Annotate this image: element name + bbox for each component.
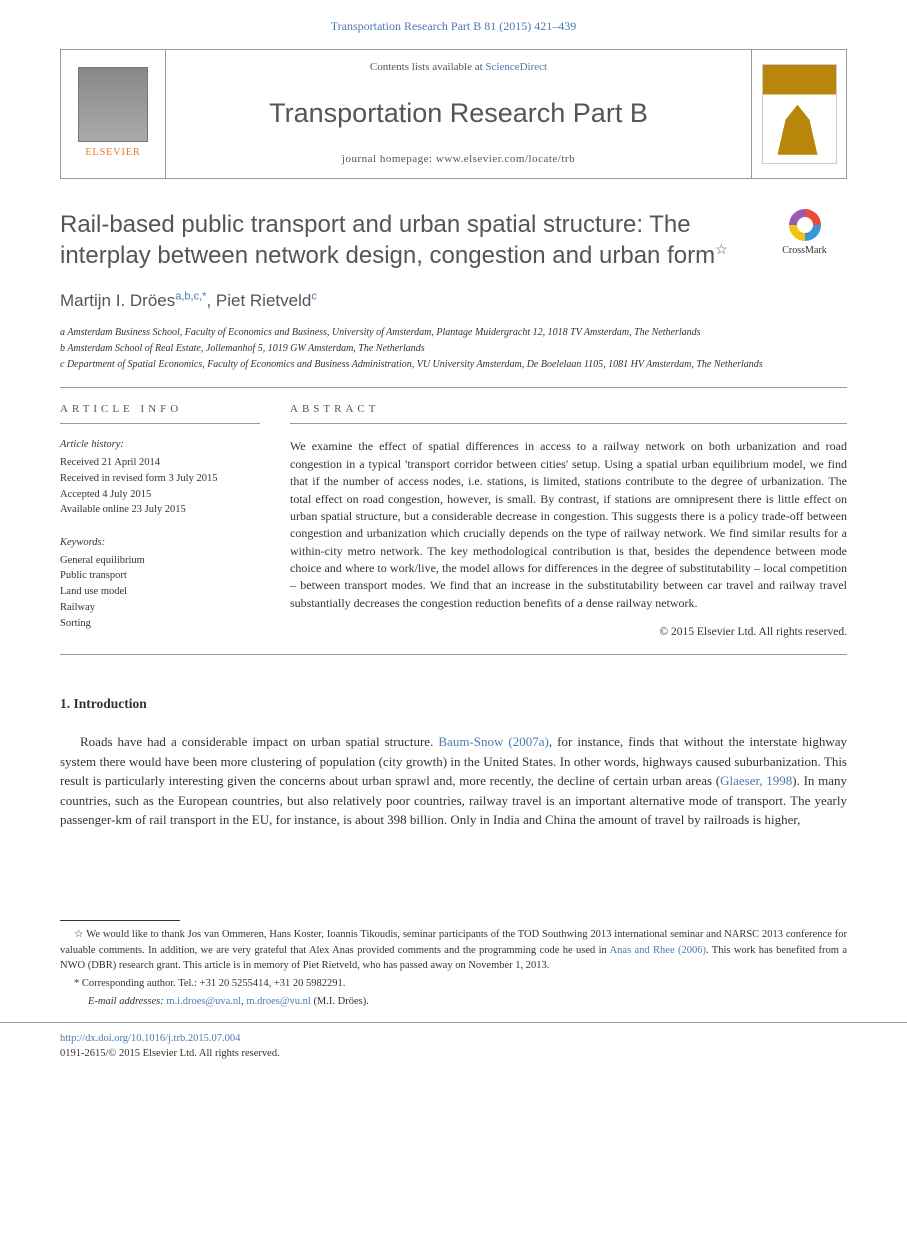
bottom-doi-block: http://dx.doi.org/10.1016/j.trb.2015.07.… (0, 1022, 907, 1083)
footnote-star: ☆ We would like to thank Jos van Ommeren… (60, 927, 847, 974)
affiliation-b: b Amsterdam School of Real Estate, Jolle… (60, 341, 847, 356)
author-1[interactable]: Martijn I. Dröes (60, 291, 175, 310)
homepage-label: journal homepage: (342, 153, 436, 165)
doi-link[interactable]: http://dx.doi.org/10.1016/j.trb.2015.07.… (60, 1033, 240, 1044)
footnote-corresponding: * Corresponding author. Tel.: +31 20 525… (60, 976, 847, 992)
email-author: (M.I. Dröes). (311, 996, 369, 1007)
crossmark-badge[interactable]: CrossMark (762, 209, 847, 258)
crossmark-label: CrossMark (782, 245, 826, 256)
crossmark-icon (789, 209, 821, 241)
email-2[interactable]: m.droes@vu.nl (246, 996, 311, 1007)
title-text: Rail-based public transport and urban sp… (60, 211, 715, 269)
journal-homepage: journal homepage: www.elsevier.com/locat… (166, 152, 751, 167)
author-1-affil: a,b,c,* (175, 291, 206, 303)
keyword-1: General equilibrium (60, 553, 260, 569)
article-title: Rail-based public transport and urban sp… (60, 209, 742, 271)
footnote-email: E-mail addresses: m.i.droes@uva.nl, m.dr… (60, 994, 847, 1010)
article-info-heading: ARTICLE INFO (60, 402, 260, 424)
issn-copyright: 0191-2615/© 2015 Elsevier Ltd. All right… (60, 1048, 280, 1059)
header-center: Contents lists available at ScienceDirec… (166, 50, 751, 178)
intro-paragraph-1: Roads have had a considerable impact on … (60, 732, 847, 830)
footnotes: ☆ We would like to thank Jos van Ommeren… (60, 921, 847, 1022)
keywords-block: Keywords: General equilibrium Public tra… (60, 536, 260, 631)
sciencedirect-link[interactable]: ScienceDirect (485, 61, 547, 73)
author-2[interactable]: Piet Rietveld (216, 291, 311, 310)
history-online: Available online 23 July 2015 (60, 502, 260, 518)
author-2-affil: c (311, 291, 317, 303)
history-received: Received 21 April 2014 (60, 455, 260, 471)
abstract-text: We examine the effect of spatial differe… (290, 438, 847, 612)
p1-prefix: Roads have had a considerable impact on … (80, 734, 438, 749)
journal-name: Transportation Research Part B (166, 95, 751, 133)
abstract-heading: ABSTRACT (290, 402, 847, 424)
contents-prefix: Contents lists available at (370, 61, 485, 73)
email-1[interactable]: m.i.droes@uva.nl (166, 996, 241, 1007)
keywords-label: Keywords: (60, 536, 260, 551)
authors: Martijn I. Dröesa,b,c,*, Piet Rietveldc (60, 289, 847, 313)
affiliation-a: a Amsterdam Business School, Faculty of … (60, 325, 847, 340)
keyword-2: Public transport (60, 568, 260, 584)
affiliation-c: c Department of Spatial Economics, Facul… (60, 357, 847, 372)
citation-anas-rhee[interactable]: Anas and Rhee (2006) (610, 945, 706, 956)
history-accepted: Accepted 4 July 2015 (60, 487, 260, 503)
citation-glaeser[interactable]: Glaeser, 1998 (720, 773, 792, 788)
section-1-heading: 1. Introduction (60, 695, 847, 714)
keyword-4: Railway (60, 600, 260, 616)
history-revised: Received in revised form 3 July 2015 (60, 471, 260, 487)
homepage-url[interactable]: www.elsevier.com/locate/trb (436, 153, 575, 165)
abstract-column: ABSTRACT We examine the effect of spatia… (290, 402, 847, 640)
journal-header: ELSEVIER Contents lists available at Sci… (60, 49, 847, 179)
keyword-5: Sorting (60, 616, 260, 632)
publisher-name: ELSEVIER (85, 146, 140, 160)
journal-cover (751, 50, 846, 178)
affiliations: a Amsterdam Business School, Faculty of … (60, 325, 847, 388)
contents-available: Contents lists available at ScienceDirec… (166, 60, 751, 75)
history-label: Article history: (60, 438, 260, 453)
elsevier-tree-icon (78, 67, 148, 142)
journal-reference: Transportation Research Part B 81 (2015)… (0, 0, 907, 49)
publisher-logo[interactable]: ELSEVIER (61, 50, 166, 178)
keyword-3: Land use model (60, 584, 260, 600)
email-label: E-mail addresses: (88, 996, 166, 1007)
title-row: Rail-based public transport and urban sp… (60, 209, 847, 271)
info-abstract-row: ARTICLE INFO Article history: Received 2… (60, 402, 847, 655)
article-info-column: ARTICLE INFO Article history: Received 2… (60, 402, 260, 640)
footnote-star-icon: ☆ (715, 241, 728, 257)
cover-thumbnail (762, 64, 837, 164)
abstract-copyright: © 2015 Elsevier Ltd. All rights reserved… (290, 624, 847, 640)
citation-baum-snow[interactable]: Baum-Snow (2007a) (438, 734, 548, 749)
